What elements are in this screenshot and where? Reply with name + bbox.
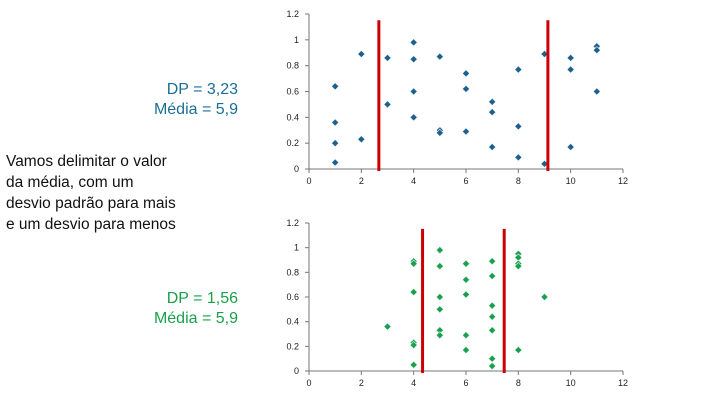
data-point	[383, 100, 392, 109]
bottom-stats: DP = 1,56 Média = 5,9	[90, 289, 238, 329]
data-point	[461, 331, 471, 340]
data-point	[514, 262, 523, 271]
data-point	[488, 354, 497, 363]
data-point	[488, 108, 497, 117]
y-tick-label: 1.2	[286, 9, 299, 19]
data-point	[357, 50, 366, 59]
data-point	[331, 139, 340, 148]
data-point	[409, 87, 418, 96]
data-point	[566, 65, 575, 74]
y-tick-label: 1.2	[286, 218, 299, 228]
data-point	[435, 262, 444, 271]
data-point	[488, 312, 497, 321]
data-point	[514, 65, 523, 74]
note-line: da média, com um	[6, 174, 134, 191]
y-tick-label: 0.2	[286, 341, 299, 351]
y-tick-label: 0.4	[286, 317, 299, 327]
data-point	[357, 135, 366, 144]
x-tick-label: 4	[411, 378, 416, 388]
y-tick-label: 1	[294, 35, 299, 45]
x-tick-label: 2	[359, 378, 364, 388]
y-tick-label: 0.6	[286, 87, 299, 97]
y-tick-label: 0.2	[286, 138, 299, 148]
x-tick-label: 10	[566, 378, 576, 388]
data-point	[409, 288, 418, 297]
x-tick-label: 8	[516, 378, 521, 388]
data-point	[435, 246, 444, 255]
data-point	[461, 290, 471, 299]
x-tick-label: 12	[618, 378, 628, 388]
y-tick-label: 1	[294, 243, 299, 253]
data-point	[409, 113, 418, 122]
data-point	[461, 346, 471, 355]
data-point	[514, 346, 523, 355]
data-point	[435, 52, 444, 61]
top-stats: DP = 3,23 Média = 5,9	[90, 80, 238, 120]
top-dp-label: DP = 3,23	[166, 81, 238, 98]
data-point	[383, 322, 392, 331]
x-tick-label: 2	[359, 176, 364, 186]
data-point	[488, 272, 497, 281]
data-point	[409, 259, 418, 268]
note-line: Vamos delimitar o valor	[6, 153, 167, 170]
data-point	[435, 305, 444, 314]
note-line: e um desvio para menos	[6, 216, 176, 233]
data-point	[435, 128, 444, 137]
data-point	[409, 360, 418, 369]
data-point	[461, 127, 471, 136]
note-line: desvio padrão para mais	[6, 195, 176, 212]
data-point	[461, 259, 471, 268]
data-point	[540, 292, 549, 302]
top-mean-label: Média = 5,9	[153, 101, 238, 118]
data-point	[383, 53, 392, 62]
data-point	[435, 292, 444, 302]
data-point	[488, 362, 497, 371]
data-point	[488, 97, 497, 106]
explanation-note: Vamos delimitar o valor da média, com um…	[6, 151, 221, 235]
data-point	[435, 331, 444, 340]
x-tick-label: 10	[566, 176, 576, 186]
bottom-mean-label: Média = 5,9	[153, 310, 238, 327]
bottom-dp-label: DP = 1,56	[166, 290, 238, 307]
x-tick-label: 0	[306, 378, 311, 388]
data-point	[488, 257, 497, 266]
data-point	[461, 69, 471, 78]
data-point	[461, 275, 471, 284]
x-tick-label: 8	[516, 176, 521, 186]
data-point	[331, 158, 340, 167]
data-point	[514, 153, 523, 162]
data-point	[331, 82, 340, 91]
x-tick-label: 0	[306, 176, 311, 186]
y-tick-label: 0.8	[286, 267, 299, 277]
data-point	[566, 143, 575, 152]
y-tick-label: 0	[294, 366, 299, 376]
data-point	[514, 122, 523, 131]
data-point	[409, 38, 418, 47]
data-point	[488, 326, 497, 335]
y-tick-label: 0	[294, 164, 299, 174]
x-tick-label: 4	[411, 176, 416, 186]
data-point	[461, 84, 471, 93]
data-point	[566, 53, 575, 62]
y-tick-label: 0.4	[286, 112, 299, 122]
x-tick-label: 6	[463, 378, 468, 388]
data-point	[592, 46, 601, 55]
x-tick-label: 12	[618, 176, 628, 186]
data-point	[331, 118, 340, 127]
y-tick-label: 0.6	[286, 292, 299, 302]
data-point	[409, 55, 418, 64]
y-tick-label: 0.8	[286, 61, 299, 71]
data-point	[488, 301, 497, 310]
x-tick-label: 6	[463, 176, 468, 186]
data-point	[488, 143, 497, 152]
data-point	[409, 341, 418, 350]
data-point	[592, 87, 601, 96]
